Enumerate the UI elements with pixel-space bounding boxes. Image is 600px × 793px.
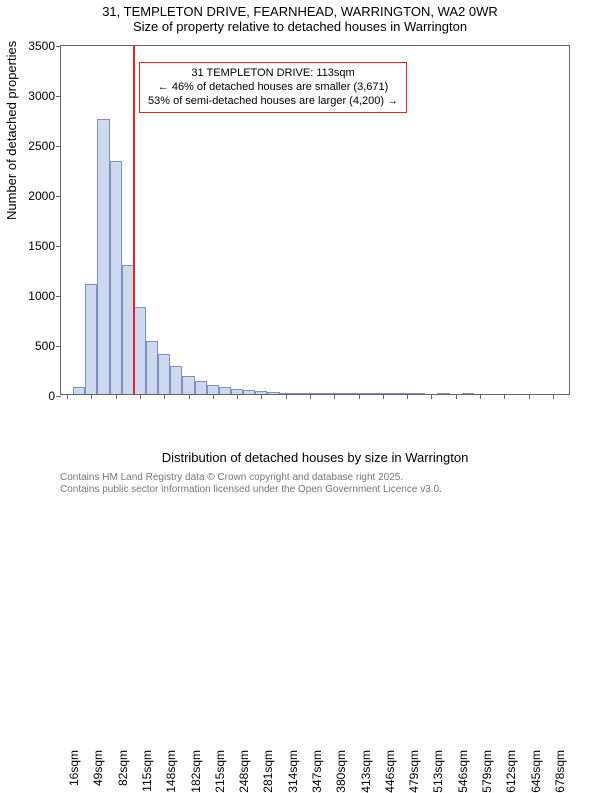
footer-line-2: Contains public sector information licen… (60, 484, 442, 496)
histogram-bar (110, 161, 122, 394)
x-tick-label: 248sqm (237, 750, 251, 793)
x-tick-label: 645sqm (529, 750, 543, 793)
plot-area: 050010001500200025003000350016sqm49sqm82… (60, 45, 570, 395)
x-tick-label: 347sqm (310, 750, 324, 793)
y-tick-label: 2500 (28, 139, 55, 153)
x-tick-label: 16sqm (67, 750, 81, 786)
chart-titles: 31, TEMPLETON DRIVE, FEARNHEAD, WARRINGT… (0, 4, 600, 34)
x-tick-label: 413sqm (359, 750, 373, 793)
annotation-line: 31 TEMPLETON DRIVE: 113sqm (148, 67, 398, 81)
histogram-bar (195, 381, 207, 394)
footer-attribution: Contains HM Land Registry data © Crown c… (60, 472, 442, 496)
annotation-box: 31 TEMPLETON DRIVE: 113sqm← 46% of detac… (139, 62, 407, 113)
y-tick-label: 0 (48, 389, 55, 403)
footer-line-1: Contains HM Land Registry data © Crown c… (60, 472, 442, 484)
x-tick-label: 49sqm (91, 750, 105, 786)
x-tick-label: 148sqm (164, 750, 178, 793)
x-tick-label: 115sqm (140, 750, 154, 792)
histogram-bar (243, 390, 255, 394)
x-tick-label: 612sqm (504, 750, 518, 793)
x-tick-label: 546sqm (456, 750, 470, 793)
x-tick-label: 82sqm (116, 750, 130, 786)
x-axis-label: Distribution of detached houses by size … (60, 450, 570, 465)
x-tick-label: 215sqm (213, 750, 227, 793)
x-tick-label: 182sqm (189, 750, 203, 793)
histogram-bar (85, 284, 97, 394)
x-tick-label: 314sqm (286, 750, 300, 793)
x-tick-label: 380sqm (334, 750, 348, 793)
histogram-bar (462, 393, 474, 394)
x-tick-label: 579sqm (480, 750, 494, 793)
y-tick-label: 3500 (28, 39, 55, 53)
histogram-bar (413, 393, 425, 394)
histogram-bar (182, 376, 194, 394)
histogram-bar (437, 393, 449, 394)
x-tick-label: 446sqm (383, 750, 397, 793)
histogram-bar (292, 393, 304, 394)
histogram-bar (207, 385, 219, 394)
histogram-bar (158, 354, 170, 394)
histogram-bar (146, 341, 158, 394)
x-tick-label: 513sqm (431, 750, 445, 793)
annotation-line: 53% of semi-detached houses are larger (… (148, 95, 398, 109)
y-tick-label: 1500 (28, 239, 55, 253)
x-tick-label: 678sqm (553, 750, 567, 793)
property-marker-line (133, 46, 135, 394)
y-axis-label: Number of detached properties (4, 41, 19, 220)
chart-title-2: Size of property relative to detached ho… (0, 19, 600, 34)
histogram-bar (365, 393, 377, 394)
histogram-bar (316, 393, 328, 394)
histogram-bar (170, 366, 182, 394)
chart-wrap: 31, TEMPLETON DRIVE, FEARNHEAD, WARRINGT… (0, 0, 600, 500)
histogram-bar (134, 307, 146, 394)
histogram-bar (219, 387, 231, 394)
y-tick-label: 2000 (28, 189, 55, 203)
x-tick-label: 281sqm (261, 750, 275, 793)
histogram-bar (267, 392, 279, 394)
histogram-bar (73, 387, 85, 394)
y-tick-label: 500 (35, 339, 55, 353)
x-tick-label: 479sqm (407, 750, 421, 793)
chart-title-1: 31, TEMPLETON DRIVE, FEARNHEAD, WARRINGT… (0, 4, 600, 19)
histogram-bar (340, 393, 352, 394)
histogram-bar (97, 119, 109, 394)
y-tick-label: 3000 (28, 89, 55, 103)
y-tick-label: 1000 (28, 289, 55, 303)
histogram-bar (389, 393, 401, 394)
annotation-line: ← 46% of detached houses are smaller (3,… (148, 81, 398, 95)
